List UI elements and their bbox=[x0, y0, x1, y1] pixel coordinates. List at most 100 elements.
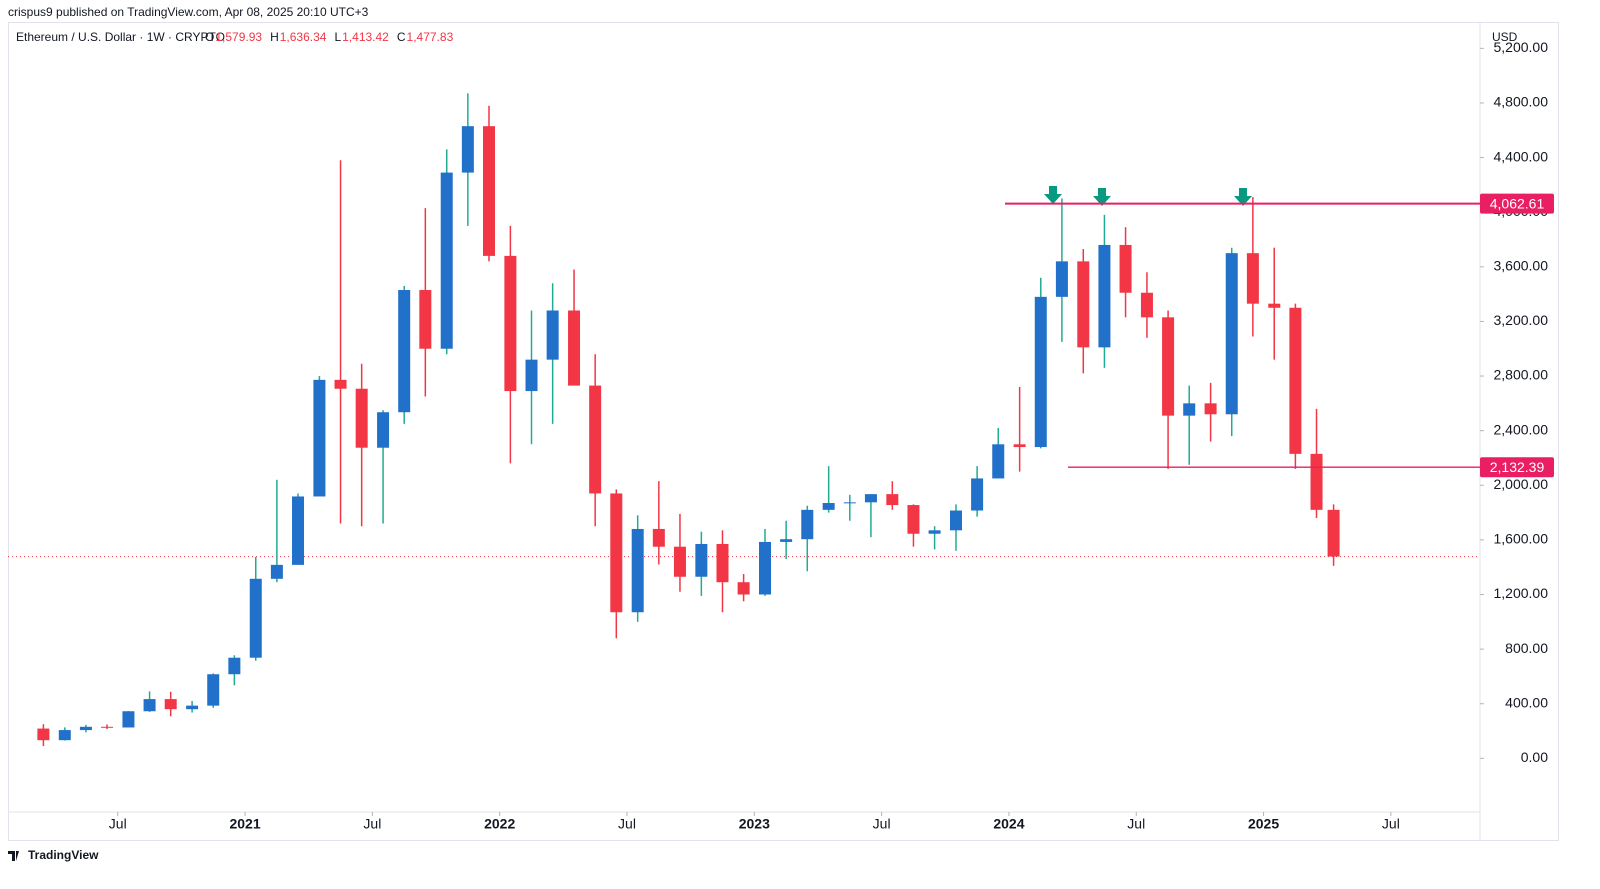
candle-body bbox=[631, 528, 644, 613]
candle-body bbox=[101, 726, 114, 728]
candle-body bbox=[440, 172, 453, 349]
candle-body bbox=[313, 379, 326, 497]
candle-body bbox=[992, 444, 1005, 479]
currency: USD bbox=[1492, 30, 1518, 44]
candle-body bbox=[1246, 253, 1259, 304]
y-tick-label: 400.00 bbox=[1505, 694, 1548, 710]
ohlc-readout: O 1,579.93 H 1,636.34 L 1,413.42 C 1,477.83 bbox=[205, 30, 454, 44]
x-tick-label: 2024 bbox=[993, 816, 1024, 832]
candle-body bbox=[270, 564, 283, 579]
candle-body bbox=[1013, 444, 1026, 448]
y-tick-label: 2,400.00 bbox=[1494, 421, 1549, 437]
candle-body bbox=[652, 528, 665, 547]
candle-body bbox=[1140, 292, 1153, 318]
candle-body bbox=[58, 730, 71, 741]
candle-body bbox=[1268, 303, 1281, 308]
candle-body bbox=[1119, 244, 1132, 293]
candle-body bbox=[377, 412, 390, 448]
candle-body bbox=[822, 503, 835, 510]
y-tick-label: 1,600.00 bbox=[1494, 531, 1549, 547]
candle-body bbox=[1034, 296, 1047, 448]
peak-arrows bbox=[1044, 186, 1252, 206]
brand-logo bbox=[8, 851, 19, 861]
y-tick-label: 800.00 bbox=[1505, 640, 1548, 656]
candle-body bbox=[228, 657, 241, 675]
candle-body bbox=[398, 290, 411, 413]
ohlc-key: O bbox=[205, 30, 214, 44]
x-tick-label: Jul bbox=[618, 816, 636, 832]
candle-body bbox=[1289, 307, 1302, 454]
candle-body bbox=[907, 505, 920, 534]
candle-body bbox=[79, 726, 92, 731]
x-tick-label: 2021 bbox=[229, 816, 260, 832]
candle-body bbox=[143, 699, 156, 712]
ohlc-value: 1,579.93 bbox=[215, 30, 262, 44]
y-tick-label: 4,800.00 bbox=[1494, 94, 1549, 110]
candle-body bbox=[37, 728, 50, 741]
ohlc-key: H bbox=[270, 30, 279, 44]
y-tick-label: 5,200.00 bbox=[1494, 39, 1549, 55]
y-tick-label: 4,400.00 bbox=[1494, 148, 1549, 164]
candle-body bbox=[292, 496, 305, 565]
candle-body bbox=[1098, 244, 1111, 348]
arrow bbox=[1093, 188, 1111, 206]
candle-body bbox=[355, 388, 368, 448]
x-tick-label: Jul bbox=[1127, 816, 1145, 832]
y-tick-label: 0.00 bbox=[1521, 749, 1548, 765]
ohlc-value: 1,413.42 bbox=[342, 30, 389, 44]
candle-body bbox=[780, 539, 793, 542]
candle-body bbox=[1204, 403, 1217, 415]
candle-body bbox=[1327, 509, 1340, 557]
candle-body bbox=[589, 385, 602, 494]
level-tag bbox=[1480, 193, 1554, 214]
candle-body bbox=[716, 543, 729, 583]
candle-body bbox=[886, 494, 899, 506]
x-tick-label: 2025 bbox=[1248, 816, 1279, 832]
level-tag bbox=[1480, 457, 1554, 478]
candle-body bbox=[928, 530, 941, 534]
y-tick-label: 3,200.00 bbox=[1494, 312, 1549, 328]
arrow bbox=[1044, 186, 1062, 204]
ohlc-value: 1,636.34 bbox=[280, 30, 327, 44]
y-tick-label: 3,600.00 bbox=[1494, 258, 1549, 274]
candle-body bbox=[1077, 261, 1090, 348]
x-tick-label: Jul bbox=[109, 816, 127, 832]
y-tick-label: 1,200.00 bbox=[1494, 585, 1549, 601]
candle-body bbox=[525, 359, 538, 392]
candle-body bbox=[419, 290, 432, 349]
candle-body bbox=[164, 699, 177, 710]
candle-body bbox=[864, 494, 877, 503]
x-tick-label: Jul bbox=[873, 816, 891, 832]
published-note: crispus9 published on TradingView.com, A… bbox=[8, 5, 369, 19]
ohlc-key: C bbox=[397, 30, 406, 44]
chart-frame bbox=[8, 22, 1559, 841]
y-tick-label: 2,800.00 bbox=[1494, 367, 1549, 383]
ohlc-key: L bbox=[334, 30, 341, 44]
candle-body bbox=[843, 502, 856, 504]
brand: TradingView bbox=[28, 848, 99, 862]
candle-body bbox=[504, 255, 517, 392]
level-label: 2,132.39 bbox=[1490, 459, 1545, 475]
candle-body bbox=[949, 510, 962, 531]
candle-body bbox=[461, 126, 474, 173]
candle-body bbox=[334, 379, 347, 389]
x-tick-label: Jul bbox=[363, 816, 381, 832]
candle-body bbox=[546, 310, 559, 360]
ohlc-value: 1,477.83 bbox=[407, 30, 454, 44]
candle-body bbox=[1162, 317, 1175, 416]
candle-body bbox=[482, 126, 495, 256]
candle-body bbox=[971, 478, 984, 511]
symbol-title: Ethereum / U.S. Dollar · 1W · CRYPTO bbox=[16, 30, 225, 44]
candle-body bbox=[759, 541, 772, 595]
candle-body bbox=[673, 546, 686, 577]
y-tick-label: 2,000.00 bbox=[1494, 476, 1549, 492]
level-label: 4,062.61 bbox=[1490, 195, 1545, 211]
candle-body bbox=[1225, 253, 1238, 415]
candle-body bbox=[1183, 403, 1196, 416]
candle-body bbox=[1055, 261, 1068, 297]
x-tick-label: 2023 bbox=[739, 816, 770, 832]
candle-body bbox=[207, 674, 220, 706]
candle-body bbox=[1310, 453, 1323, 510]
